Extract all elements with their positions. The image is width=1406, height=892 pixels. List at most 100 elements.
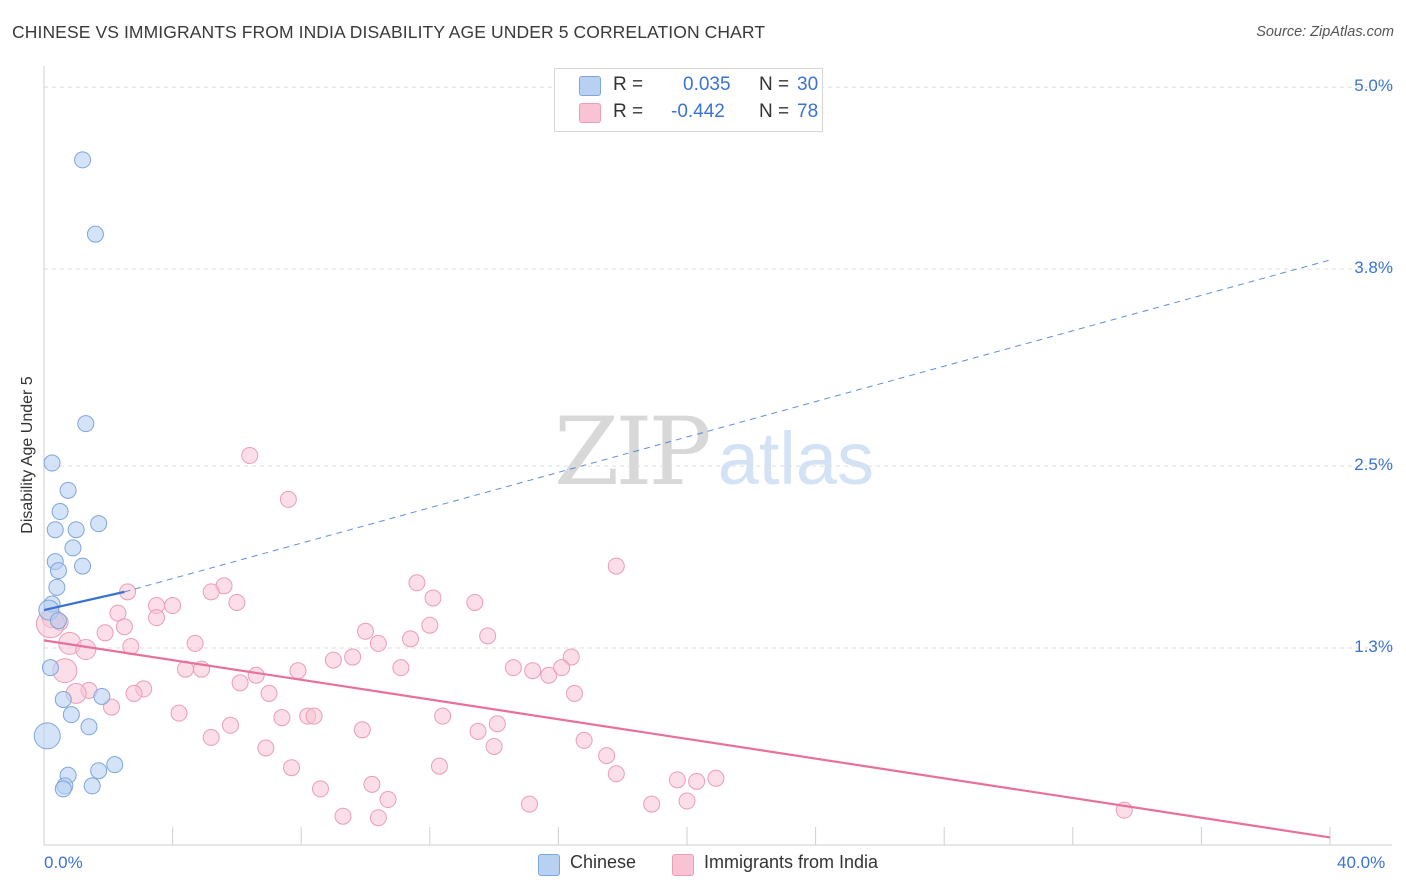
india-point <box>125 684 143 702</box>
india-point <box>305 707 323 725</box>
india-point <box>424 589 442 607</box>
chinese-point <box>48 578 66 596</box>
india-point <box>241 446 259 464</box>
india-point <box>221 716 239 734</box>
chinese-point <box>74 151 92 169</box>
legend-r-value-india: -0.442 <box>671 101 725 122</box>
india-point <box>421 616 439 634</box>
chinese-legend-swatch <box>538 854 560 876</box>
india-point <box>247 666 265 684</box>
india-point <box>324 651 342 669</box>
india-point <box>202 728 220 746</box>
india-trend-line <box>43 639 1331 839</box>
chinese-trend-line-solid <box>43 590 125 612</box>
india-point <box>202 583 220 601</box>
india-point <box>369 809 387 827</box>
chinese-point <box>74 557 92 575</box>
india-point <box>520 795 538 813</box>
india-point <box>379 791 397 809</box>
trend-lines <box>43 259 1331 839</box>
y-tick-label: 2.5% <box>1354 455 1393 475</box>
india-point <box>524 662 542 680</box>
india-point <box>344 648 362 666</box>
chinese-point <box>83 777 101 795</box>
india-point <box>469 722 487 740</box>
x-tick-label-min: 0.0% <box>44 853 83 872</box>
india-point <box>392 659 410 677</box>
india-point <box>430 757 448 775</box>
axes <box>43 66 1392 846</box>
chinese-point <box>51 503 69 521</box>
legend-n-value-india: 78 <box>797 101 819 122</box>
india-point <box>562 648 580 666</box>
india-point <box>402 630 420 648</box>
chinese-point <box>33 722 61 750</box>
india-point <box>353 721 371 739</box>
india-point <box>434 707 452 725</box>
y-tick-label: 3.8% <box>1354 258 1393 278</box>
chinese-point <box>49 612 67 630</box>
y-tick-label: 1.3% <box>1354 636 1393 656</box>
india-point <box>466 593 484 611</box>
chinese-point <box>90 762 108 780</box>
india-swatch <box>579 103 601 123</box>
india-point <box>707 769 725 787</box>
india-point <box>485 737 503 755</box>
legend-n-label: N = <box>759 101 790 122</box>
india-point <box>260 684 278 702</box>
chinese-point <box>46 521 64 539</box>
chinese-point <box>43 454 61 472</box>
chinese-point <box>86 225 104 243</box>
india-point <box>164 597 182 615</box>
india-point <box>96 624 114 642</box>
y-tick-label: 5.0% <box>1354 76 1393 96</box>
chinese-point <box>62 706 80 724</box>
india-point <box>289 662 307 680</box>
india-point <box>504 659 522 677</box>
india-point <box>607 557 625 575</box>
chinese-swatch <box>579 76 601 96</box>
india-point <box>408 574 426 592</box>
india-point <box>553 659 571 677</box>
india-point <box>575 731 593 749</box>
chinese-point <box>93 687 111 705</box>
india-point <box>598 747 616 765</box>
india-point <box>257 739 275 757</box>
india-point <box>75 638 97 660</box>
india-point <box>565 684 583 702</box>
india-point <box>170 704 188 722</box>
y-axis-label: Disability Age Under 5 <box>19 376 36 534</box>
india-point <box>369 634 387 652</box>
legend-n-label: N = <box>759 74 790 95</box>
legend-n-value-chinese: 30 <box>797 74 819 95</box>
x-tick-label-max: 40.0% <box>1337 853 1386 872</box>
chinese-point <box>41 659 59 677</box>
legend-r-label: R = <box>613 101 644 122</box>
india-point <box>643 795 661 813</box>
india-point <box>363 775 381 793</box>
chinese-point <box>64 539 82 557</box>
india-points <box>35 446 1133 827</box>
india-point <box>186 634 204 652</box>
chinese-point <box>106 756 124 774</box>
india-point <box>678 792 696 810</box>
chinese-points <box>33 151 124 798</box>
gridlines <box>44 86 1392 649</box>
india-point <box>273 709 291 727</box>
india-legend-swatch <box>672 854 694 876</box>
chinese-point <box>80 718 98 736</box>
india-point <box>283 759 301 777</box>
chinese-legend-label: Chinese <box>570 852 637 872</box>
india-point <box>103 698 121 716</box>
india-point <box>109 604 127 622</box>
india-point <box>668 771 686 789</box>
india-point <box>279 490 297 508</box>
chart-title: CHINESE VS IMMIGRANTS FROM INDIA DISABIL… <box>12 22 766 42</box>
india-point <box>607 765 625 783</box>
chinese-point <box>77 415 95 433</box>
legend-r-value-chinese: 0.035 <box>683 74 731 95</box>
chinese-point <box>90 515 108 533</box>
india-point <box>148 609 166 627</box>
india-point <box>488 715 506 733</box>
